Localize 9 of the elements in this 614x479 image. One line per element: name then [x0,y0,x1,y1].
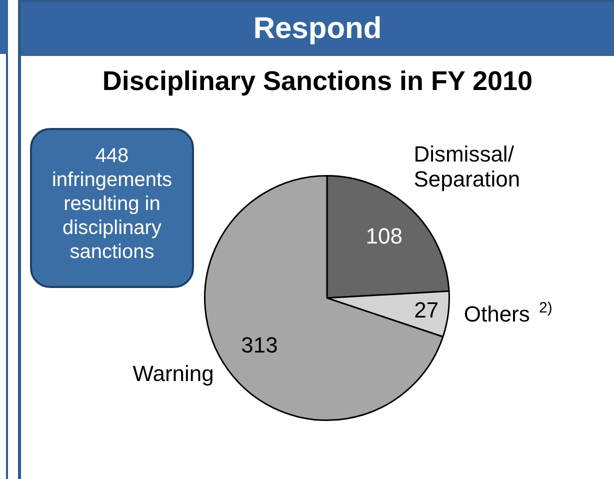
slice-label: Warning [132,361,214,386]
data-label: 27 [414,297,439,322]
slice-label: Dismissal/Separation [414,142,520,192]
chart-title: Respond [21,0,614,56]
slice-label: Others 2) [464,300,552,327]
text: 448 infringements resulting in disciplinary sanctions [30,128,194,288]
chart-subtitle: Disciplinary Sanctions in FY 2010 [101,66,534,97]
data-label: 108 [366,224,402,249]
data-label: 313 [241,332,278,358]
